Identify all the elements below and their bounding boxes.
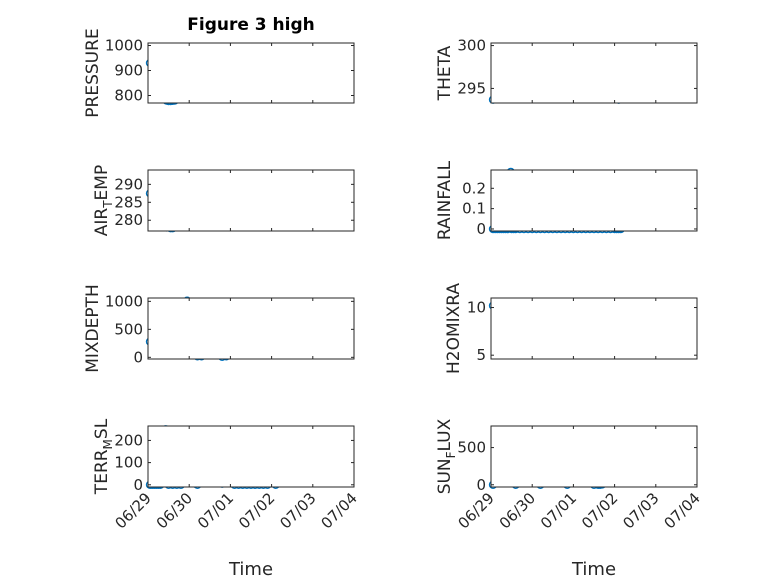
y-tick-label: 900: [114, 62, 143, 80]
x-tick-label: 07/01: [194, 489, 237, 532]
y-tick-label: 1000: [105, 37, 143, 55]
y-tick-label: 5: [476, 346, 486, 364]
x-tick-label: 06/29: [455, 489, 498, 532]
axes-box: [490, 297, 698, 360]
x-tick-label: 07/01: [537, 489, 580, 532]
x-tick-label: 06/29: [112, 489, 155, 532]
axes-box: [147, 297, 355, 360]
y-axis-label: AIRTEMP: [92, 165, 115, 236]
y-tick-label: 0.1: [462, 200, 486, 218]
y-axis-label: H2OMIXRA: [444, 283, 464, 374]
y-axis-label: RAINFALL: [435, 160, 455, 240]
y-tick-label: 100: [114, 454, 143, 472]
y-tick-label: 500: [457, 439, 486, 457]
x-tick-label: 06/30: [496, 489, 539, 532]
y-tick-label: 500: [114, 320, 143, 338]
y-tick-label: 0.2: [462, 179, 486, 197]
y-axis-label: TERRMSL: [92, 418, 115, 495]
chart-title: Figure 3 high: [187, 15, 315, 35]
x-tick-label: 07/04: [661, 489, 704, 532]
y-tick-label: 0: [133, 348, 143, 366]
x-tick-label: 07/04: [318, 489, 361, 532]
y-tick-label: 1000: [105, 292, 143, 310]
x-tick-label: 07/03: [619, 489, 662, 532]
y-tick-label: 290: [114, 175, 143, 193]
axes-box: [147, 42, 355, 104]
y-tick-label: 200: [114, 431, 143, 449]
y-axis-label: MIXDEPTH: [83, 284, 103, 373]
y-tick-label: 0: [476, 476, 486, 494]
y-tick-label: 10: [467, 299, 486, 317]
x-tick-label: 07/02: [578, 489, 621, 532]
axes-box: [490, 42, 698, 104]
y-tick-label: 0: [133, 476, 143, 494]
x-tick-label: 07/03: [276, 489, 319, 532]
axes-box: [147, 425, 355, 488]
y-tick-label: 0: [476, 220, 486, 238]
y-tick-label: 295: [457, 79, 486, 97]
axes-box: [147, 169, 355, 232]
y-tick-label: 300: [457, 37, 486, 55]
y-axis-label: SUNFLUX: [435, 418, 458, 494]
x-tick-label: 07/02: [235, 489, 278, 532]
x-axis-label-left: Time: [228, 559, 273, 580]
subplot-4: 0 0.1 0.2 RAINFALL: [435, 160, 698, 240]
x-axis-label-right: Time: [571, 559, 616, 580]
y-axis-label: THETA: [435, 45, 455, 101]
y-tick-label: 800: [114, 87, 143, 105]
x-tick-label: 06/30: [153, 489, 196, 532]
axes-box: [490, 169, 698, 232]
y-axis-label: PRESSURE: [83, 28, 103, 117]
y-tick-label: 280: [114, 211, 143, 229]
axes-box: [490, 425, 698, 488]
y-tick-label: 285: [114, 193, 143, 211]
